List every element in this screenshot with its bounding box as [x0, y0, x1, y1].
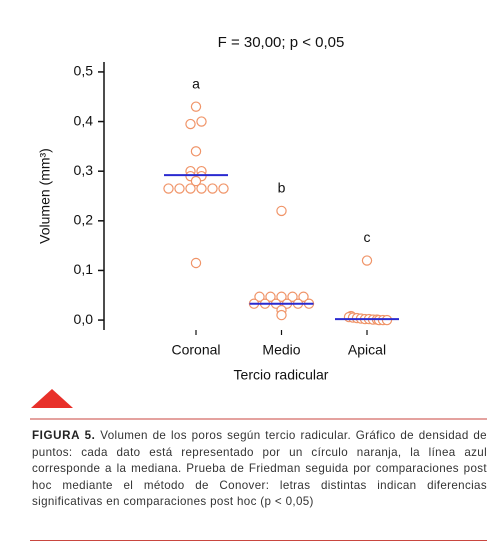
group-letter: c — [364, 229, 371, 245]
chart-title: F = 30,00; p < 0,05 — [218, 34, 345, 51]
data-point — [361, 255, 373, 266]
data-point — [298, 291, 309, 302]
y-tick-label: 0,2 — [74, 212, 94, 228]
y-tick-label: 0,1 — [74, 261, 94, 277]
decor-triangle — [31, 389, 73, 408]
caption: FIGURA 5. Volumen de los poros según ter… — [32, 428, 487, 511]
data-point — [196, 116, 207, 127]
data-point — [190, 101, 202, 112]
caption-bottom-rule — [30, 540, 487, 541]
x-tick-label: Medio — [262, 342, 300, 358]
y-axis-label: Volumen (mm³) — [37, 148, 53, 244]
data-point — [276, 291, 287, 302]
y-tick-label: 0,5 — [74, 63, 94, 79]
group-letter: a — [192, 75, 200, 91]
data-point — [163, 183, 174, 194]
data-point — [254, 291, 265, 302]
y-tick-label: 0,4 — [74, 112, 94, 128]
data-point — [185, 118, 196, 130]
data-point — [276, 309, 287, 321]
y-tick-label: 0,3 — [74, 162, 94, 178]
chart: F = 30,00; p < 0,05 Volumen (mm³) Tercio… — [30, 34, 487, 420]
data-point — [196, 183, 207, 194]
data-point — [190, 146, 202, 157]
x-tick-label: Coronal — [171, 342, 220, 358]
data-point — [185, 183, 196, 194]
data-point — [276, 205, 287, 217]
group-letter: b — [278, 180, 286, 196]
x-axis-label: Tercio radicular — [234, 367, 329, 383]
data-point — [190, 257, 202, 269]
y-tick-label: 0,0 — [74, 311, 94, 327]
data-point — [174, 183, 185, 194]
data-point — [190, 175, 202, 187]
caption-text: Volumen de los poros según tercio radicu… — [32, 429, 487, 509]
data-point — [218, 183, 229, 194]
data-point — [265, 291, 276, 302]
data-point — [207, 183, 218, 194]
x-tick-label: Apical — [348, 342, 386, 358]
data-point — [287, 291, 298, 302]
caption-label: FIGURA 5. — [32, 429, 96, 442]
